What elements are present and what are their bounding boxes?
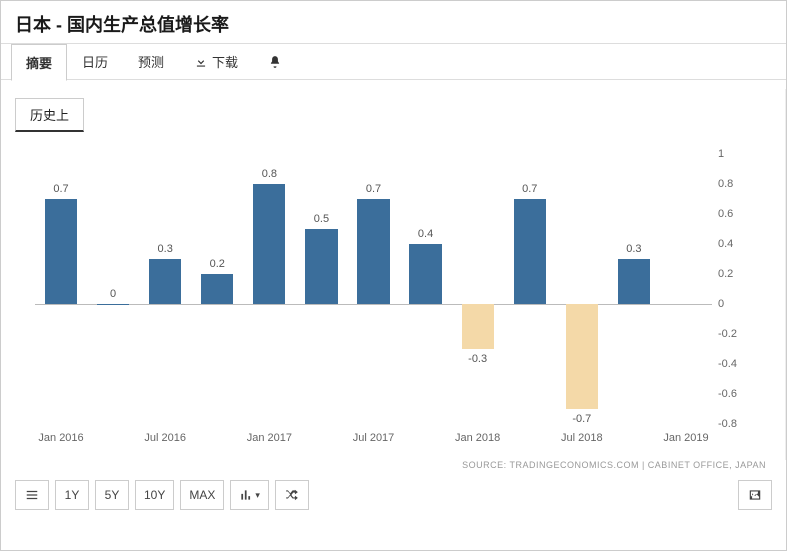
- x-tick-label: Jul 2016: [144, 432, 186, 444]
- sub-tab-label: 历史上: [30, 108, 69, 123]
- chart-bar[interactable]: [97, 304, 129, 305]
- shuffle-icon: [285, 488, 299, 502]
- tab-alerts[interactable]: [253, 46, 297, 78]
- download-icon: [194, 55, 208, 69]
- y-tick-label: -0.6: [718, 388, 758, 400]
- y-tick-label: 0: [718, 298, 758, 310]
- tab-label: 日历: [82, 52, 108, 71]
- y-tick-label: 1: [718, 148, 758, 160]
- sub-tab-area: 历史上: [1, 80, 786, 136]
- y-tick-label: -0.4: [718, 358, 758, 370]
- bar-value-label: 0: [110, 288, 116, 300]
- y-tick-label: 0.8: [718, 178, 758, 190]
- bar-value-label: 0.4: [418, 228, 433, 240]
- chart-container: -0.8 -0.6 -0.4 -0.2 0 0.2 0.4 0.6 0.8 1 Jan 2016 Ju…: [15, 144, 772, 454]
- bar-value-label: -0.3: [468, 353, 487, 365]
- chart-bar[interactable]: [201, 274, 233, 304]
- tab-label: 下载: [212, 52, 238, 71]
- y-tick-label: -0.8: [718, 418, 758, 430]
- chart-bar[interactable]: [253, 184, 285, 304]
- x-tick-label: Jul 2017: [353, 432, 395, 444]
- right-divider: [785, 89, 786, 460]
- chart-type-button[interactable]: ▾: [230, 480, 269, 510]
- x-tick-label: Jul 2018: [561, 432, 603, 444]
- sub-tab-history[interactable]: 历史上: [15, 98, 84, 132]
- range-label: 5Y: [105, 488, 120, 502]
- chart-bar[interactable]: [514, 199, 546, 304]
- range-10y-button[interactable]: 10Y: [135, 480, 174, 510]
- tab-download[interactable]: 下载: [179, 43, 253, 80]
- list-view-button[interactable]: [15, 480, 49, 510]
- y-tick-label: 0.2: [718, 268, 758, 280]
- chart-source: SOURCE: TRADINGECONOMICS.COM | CABINET O…: [1, 454, 786, 472]
- chart-toolbar: 1Y 5Y 10Y MAX ▾: [1, 472, 786, 518]
- compare-button[interactable]: [275, 480, 309, 510]
- x-tick-label: Jan 2016: [38, 432, 83, 444]
- page-root: 日本 - 国内生产总值增长率 摘要 日历 预测 下载 历史上 -0.8-0.6-…: [0, 0, 787, 551]
- chart-bar[interactable]: [357, 199, 389, 304]
- tab-label: 预测: [138, 52, 164, 71]
- tab-summary[interactable]: 摘要: [11, 44, 67, 81]
- bar-value-label: 0.5: [314, 213, 329, 225]
- page-title: 日本 - 国内生产总值增长率: [15, 11, 772, 37]
- bar-value-label: 0.2: [210, 258, 225, 270]
- bar-value-label: 0.3: [626, 243, 641, 255]
- range-label: 10Y: [144, 488, 165, 502]
- chart-bar[interactable]: [45, 199, 77, 304]
- chart-baseline: [35, 304, 712, 305]
- range-max-button[interactable]: MAX: [180, 480, 224, 510]
- tab-label: 摘要: [26, 53, 52, 72]
- y-tick-label: 0.6: [718, 208, 758, 220]
- range-5y-button[interactable]: 5Y: [95, 480, 129, 510]
- bar-value-label: 0.3: [158, 243, 173, 255]
- bar-value-label: 0.7: [366, 183, 381, 195]
- bell-icon: [268, 55, 282, 69]
- y-tick-label: -0.2: [718, 328, 758, 340]
- image-icon: [748, 488, 762, 502]
- y-tick-label: 0.4: [718, 238, 758, 250]
- bar-value-label: -0.7: [572, 413, 591, 425]
- range-label: 1Y: [65, 488, 80, 502]
- chart-bar[interactable]: [305, 229, 337, 304]
- chart-bar[interactable]: [566, 304, 598, 409]
- bar-value-label: 0.8: [262, 168, 277, 180]
- tab-calendar[interactable]: 日历: [67, 43, 123, 80]
- chart-bar[interactable]: [618, 259, 650, 304]
- x-tick-label: Jan 2017: [247, 432, 292, 444]
- bar-value-label: 0.7: [53, 183, 68, 195]
- export-image-button[interactable]: [738, 480, 772, 510]
- chart-bar[interactable]: [409, 244, 441, 304]
- main-tabbar: 摘要 日历 预测 下载: [1, 44, 786, 80]
- chart-plot-area: -0.8-0.6-0.4-0.200.20.40.60.81Jan 2016Ju…: [35, 154, 712, 424]
- page-header: 日本 - 国内生产总值增长率: [1, 1, 786, 44]
- chart-bar[interactable]: [462, 304, 494, 349]
- range-label: MAX: [189, 488, 215, 502]
- list-icon: [25, 488, 39, 502]
- chart-bar[interactable]: [149, 259, 181, 304]
- x-tick-label: Jan 2019: [663, 432, 708, 444]
- bar-value-label: 0.7: [522, 183, 537, 195]
- tab-forecast[interactable]: 预测: [123, 43, 179, 80]
- dropdown-caret: ▾: [255, 490, 260, 501]
- range-1y-button[interactable]: 1Y: [55, 480, 89, 510]
- bar-chart-icon: [239, 488, 253, 502]
- x-tick-label: Jan 2018: [455, 432, 500, 444]
